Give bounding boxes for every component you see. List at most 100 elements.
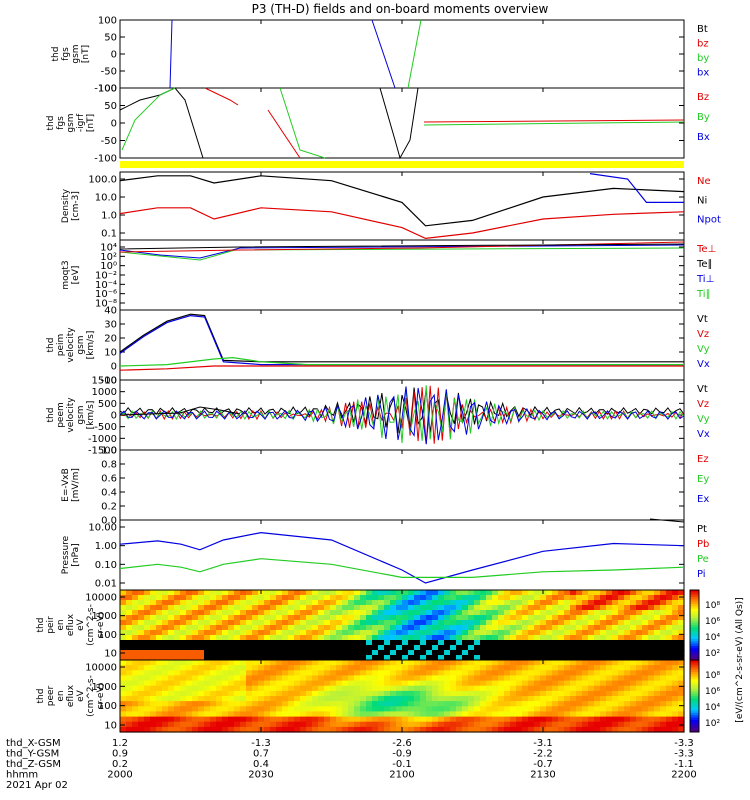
colorbar-cell [690,727,699,731]
ylabel-line: thd [46,338,56,353]
ytick-label: -50 [101,136,117,147]
ytick-label: 50 [104,101,117,112]
colorbar-cell [690,693,699,697]
ylabel-line: peer [46,685,56,706]
te-par-trace [119,243,685,250]
colorbar-cell [690,641,699,645]
colorbar-cell [690,613,699,617]
ylabel-line: E=-VxB [61,468,71,502]
series-Npot-line [589,173,684,203]
legend-layer: Bt bz by bx Bz By Bx Ne Ni Npot Te⊥ Te∥ Ti⊥ Ti∥ Vt Vz Vy… [696,24,721,580]
legend-Npot: Npot [697,215,721,226]
ytick-label: 0 [111,50,117,61]
xtick-label: 2130 [530,770,555,781]
bt-residual [119,87,204,159]
x-axis: 1.20.90.22000-1.30.70.42030-2.6-0.9-0.12… [6,20,697,791]
ytick-label: 10⁻² [95,271,117,282]
panel-1-ylabel: thd fgs gsm [nT] [51,44,91,63]
colorbar-tick-label: 10² [705,649,720,659]
colorbar-label: [eV/(cm^2-s-sr-eV) (All Qs)] [735,597,745,722]
legend-Bz: Bz [697,92,709,103]
ytick-label: 100 [98,630,117,641]
colorbar-tick-label: 10⁴ [705,703,720,713]
xtick-label: -3.1 [533,738,553,749]
legend-Ey: Ey [697,474,709,485]
panel-8-frame [119,519,685,591]
bt-residual-2 [379,87,419,160]
colorbar-cell [690,653,699,656]
series-Ni-line [119,175,685,227]
spectrogram-layer [120,590,685,733]
colorbar-cell [690,715,699,719]
ylabel-line: eflux [66,684,76,707]
colorbar-cell [690,703,699,707]
ytick-label: -10 [101,376,117,387]
colorbar-cell [690,597,699,600]
ytick-label: 10⁻⁴ [95,280,117,291]
date-label: 2021 Apr 02 [6,780,68,791]
legend-Bx: Bx [697,132,710,143]
by-trace [407,19,422,89]
ytick-label: 1000 [92,387,117,398]
legend-Te∥: Te∥ [696,259,713,270]
panel-5-frame [119,309,685,381]
panel-5-ylabel: thd peim velocity gsm [km/s] [46,327,96,363]
ylabel-line: sr-eV) [96,612,106,638]
colorbar-cell [690,634,699,638]
legend-Vt: Vt [697,314,708,325]
peem-vt-trace [119,387,685,434]
curve-layer [119,19,685,584]
legend-Bt: Bt [697,24,708,35]
ylabel-line: en [56,619,66,630]
ytick-label: 30 [104,320,117,331]
panel-3-ylabel: Density [cm-3] [61,188,81,223]
ylabel-line: thd [46,408,56,423]
colorbar-cell [690,667,699,671]
ytick-label: 20 [104,334,117,345]
ylabel-line: peem [56,402,66,428]
colorbar-cell [690,664,699,668]
legend-by: by [697,53,709,64]
ylabel-line: gsm [76,335,86,354]
xtick-label: -3.3 [674,749,694,760]
colorbar-cell [690,594,699,598]
legend-Pt: Pt [697,524,707,535]
by-residual-3 [423,121,685,126]
xtick-label: -0.7 [533,759,553,770]
colorbar-tick-label: 10⁸ [705,671,720,681]
xtick-label: 2200 [671,770,696,781]
ytick-label: 0.01 [95,579,117,590]
ti-par-trace [119,247,685,261]
colorbar-cell [690,712,699,716]
ylabel-line: Density [61,188,71,223]
colorbar-cell [690,604,699,607]
colorbar-cell [690,717,699,721]
xtick-label: 2100 [389,770,414,781]
ephemeris-row-label: thd_Y-GSM [6,749,59,760]
panel-7-ylabel: E=-VxB [mV/m] [61,468,81,502]
xtick-label: -2.2 [533,749,553,760]
colorbar-cell [690,648,699,652]
ylabel-line: thd [36,689,46,704]
legend-Ti⊥: Ti⊥ [696,274,714,285]
xtick-label: 2030 [248,770,273,781]
colorbar-cell [690,698,699,702]
colorbar-cell [690,722,699,726]
legend-Te⊥: Te⊥ [696,244,716,255]
colorbar-cell [690,679,699,683]
ylabel-line: [km/s] [86,401,96,430]
ytick-label: 10 [104,721,117,732]
panel-4-ylabel: moqt3 [eV] [61,260,81,289]
ylabel-line: peim [56,334,66,357]
xtick-label: 0.2 [112,759,128,770]
panel-10-ylabel: thd peer en eflux eV (cm^2-s-sr-eV) [36,675,106,717]
ylabel-line: moqt3 [61,260,71,289]
ytick-label: 500 [98,399,117,410]
bx-trace-2 [371,19,396,89]
e-field-trace [649,518,685,523]
panel-8-ylabel: Pressure [nPa] [61,535,81,574]
series-Ne-line [119,207,685,240]
panel-2-ylabel: thd fgs gsm -igrf [nT] [46,113,96,133]
ytick-label: 1000 [92,682,117,693]
legend-Pb: Pb [697,539,709,550]
